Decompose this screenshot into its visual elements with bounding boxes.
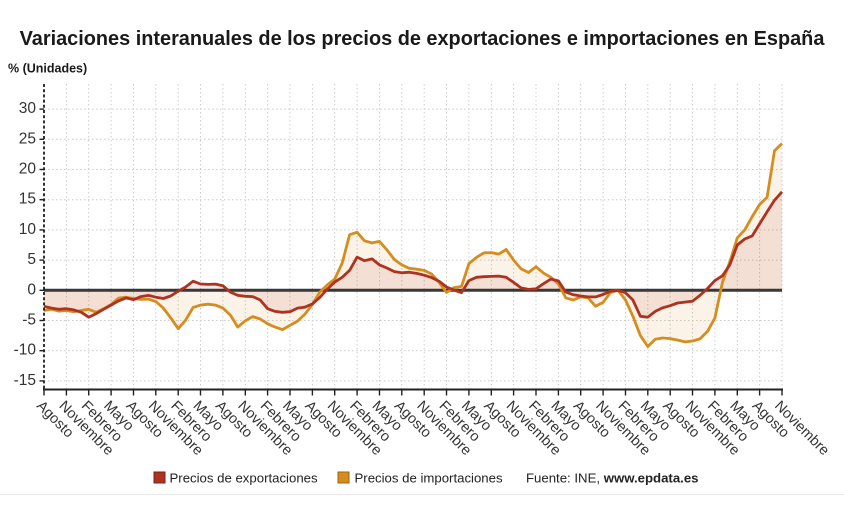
svg-text:-10: -10 (14, 342, 37, 359)
svg-text:25: 25 (19, 130, 36, 147)
svg-text:10: 10 (19, 221, 37, 238)
svg-text:30: 30 (19, 100, 37, 117)
svg-text:Precios de importaciones: Precios de importaciones (355, 471, 503, 486)
svg-text:% (Unidades): % (Unidades) (8, 62, 87, 76)
svg-text:-15: -15 (14, 372, 36, 389)
svg-text:-5: -5 (22, 312, 36, 329)
svg-text:5: 5 (27, 251, 36, 268)
svg-text:0: 0 (27, 281, 36, 298)
svg-text:20: 20 (19, 161, 37, 178)
svg-text:15: 15 (19, 191, 36, 208)
svg-text:Variaciones interanuales de lo: Variaciones interanuales de los precios … (20, 28, 826, 50)
svg-text:Precios de exportaciones: Precios de exportaciones (170, 471, 318, 486)
svg-text:Fuente: INE, www.epdata.es: Fuente: INE, www.epdata.es (526, 471, 699, 486)
